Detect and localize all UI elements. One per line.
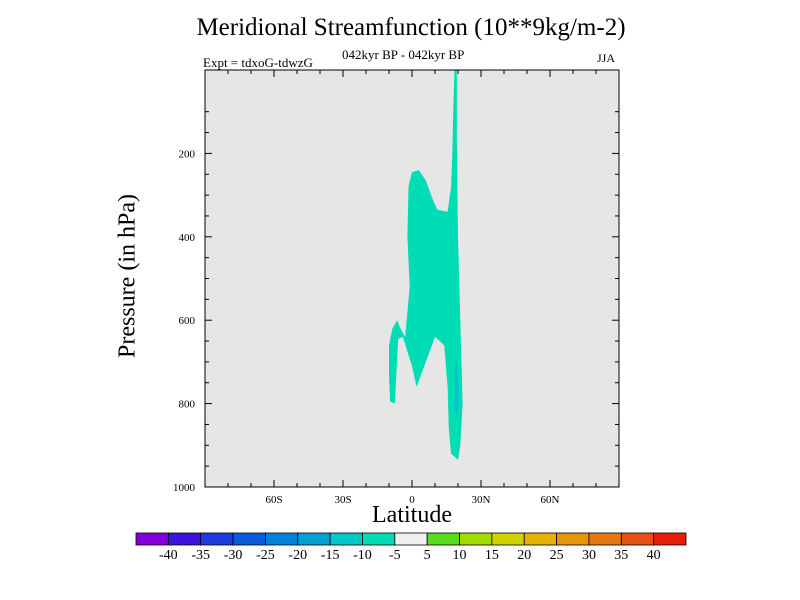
colorbar-label: -10 [353, 548, 372, 563]
colorbar-label: 35 [614, 548, 628, 563]
colorbar-box [200, 532, 234, 546]
colorbar-box [297, 532, 331, 546]
colorbar-label: -30 [224, 548, 243, 563]
colorbar-box [556, 532, 590, 546]
season-label: JJA [597, 51, 616, 65]
x-axis-title: Latitude [372, 502, 452, 528]
colorbar-label: -40 [159, 548, 178, 563]
colorbar-label: 15 [485, 548, 499, 563]
axes: 60S 30S 0 30N 60N 200 400 600 800 1000 [173, 70, 620, 506]
contour-fills [389, 70, 463, 460]
y-tick-label: 600 [179, 315, 196, 327]
colorbar-label: 30 [582, 548, 596, 563]
period-label: 042kyr BP - 042kyr BP [342, 47, 465, 62]
colorbar-box [588, 532, 622, 546]
x-tick-label: 30S [334, 494, 351, 506]
colorbar-label: 40 [647, 548, 661, 563]
y-tick-label: 1000 [173, 482, 196, 494]
colorbar-label: 5 [424, 548, 431, 563]
colorbar-label: -5 [389, 548, 401, 563]
colorbar-box [362, 532, 396, 546]
colorbar-box [265, 532, 299, 546]
colorbar-label: -20 [288, 548, 307, 563]
colorbar: -40 -35 -30 -25 -20 -15 -10 -5 5 10 15 20 25 30 35 40 [135, 532, 687, 563]
y-tick-label: 400 [179, 232, 196, 244]
colorbar-box [394, 532, 428, 546]
colorbar-box [167, 532, 202, 546]
colorbar-label: 20 [517, 548, 531, 563]
colorbar-box [620, 532, 655, 546]
colorbar-box [135, 532, 169, 546]
colorbar-box [653, 532, 687, 546]
colorbar-label: -35 [191, 548, 210, 563]
x-tick-label: 30N [472, 494, 491, 506]
experiment-label: Expt = tdxoG-tdwzG [203, 55, 313, 70]
x-tick-label: 60N [541, 494, 560, 506]
colorbar-box [329, 532, 363, 546]
colorbar-label: -25 [256, 548, 275, 563]
x-tick-label: 0 [409, 494, 415, 506]
contour-region-1 [389, 70, 463, 460]
colorbar-box [459, 532, 493, 546]
colorbar-label: 25 [550, 548, 564, 563]
colorbar-label: 10 [453, 548, 467, 563]
y-tick-label: 800 [179, 399, 196, 411]
colorbar-box [523, 532, 557, 546]
y-axis-title: Pressure (in hPa) [114, 194, 141, 358]
chart-title: Meridional Streamfunction (10**9kg/m-2) [196, 14, 626, 41]
colorbar-box [426, 532, 460, 546]
x-tick-label: 60S [265, 494, 282, 506]
colorbar-box [491, 532, 525, 546]
contour-region-2 [454, 361, 460, 421]
colorbar-label: -15 [321, 548, 340, 563]
y-tick-label: 200 [179, 148, 196, 160]
colorbar-box [232, 532, 266, 546]
